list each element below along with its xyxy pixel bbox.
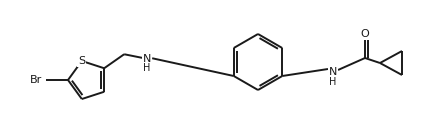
Text: S: S bbox=[78, 56, 85, 66]
Text: N: N bbox=[143, 54, 152, 64]
Text: H: H bbox=[329, 77, 337, 87]
Text: H: H bbox=[144, 63, 151, 73]
Text: O: O bbox=[360, 29, 369, 39]
Text: Br: Br bbox=[30, 75, 42, 85]
Text: N: N bbox=[329, 67, 337, 77]
